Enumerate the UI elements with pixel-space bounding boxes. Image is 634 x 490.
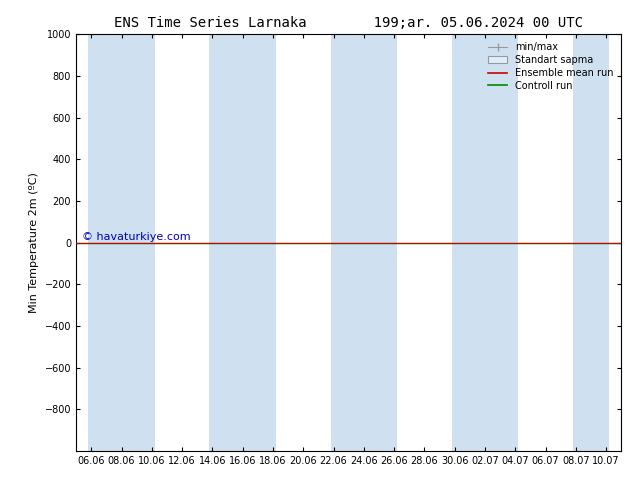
Bar — [606, 34, 609, 451]
Bar — [330, 34, 397, 451]
Bar — [606, 34, 609, 451]
Title: ENS Time Series Larnaka        199;ar. 05.06.2024 00 UTC: ENS Time Series Larnaka 199;ar. 05.06.20… — [114, 16, 583, 30]
Bar — [88, 34, 155, 451]
Y-axis label: Min Temperature 2m (ºC): Min Temperature 2m (ºC) — [29, 172, 39, 313]
Text: © havaturkiye.com: © havaturkiye.com — [82, 232, 190, 243]
Bar — [606, 34, 609, 451]
Bar — [573, 34, 609, 451]
Legend: min/max, Standart sapma, Ensemble mean run, Controll run: min/max, Standart sapma, Ensemble mean r… — [485, 39, 616, 94]
Bar — [209, 34, 276, 451]
Bar — [606, 34, 609, 451]
Bar — [451, 34, 519, 451]
